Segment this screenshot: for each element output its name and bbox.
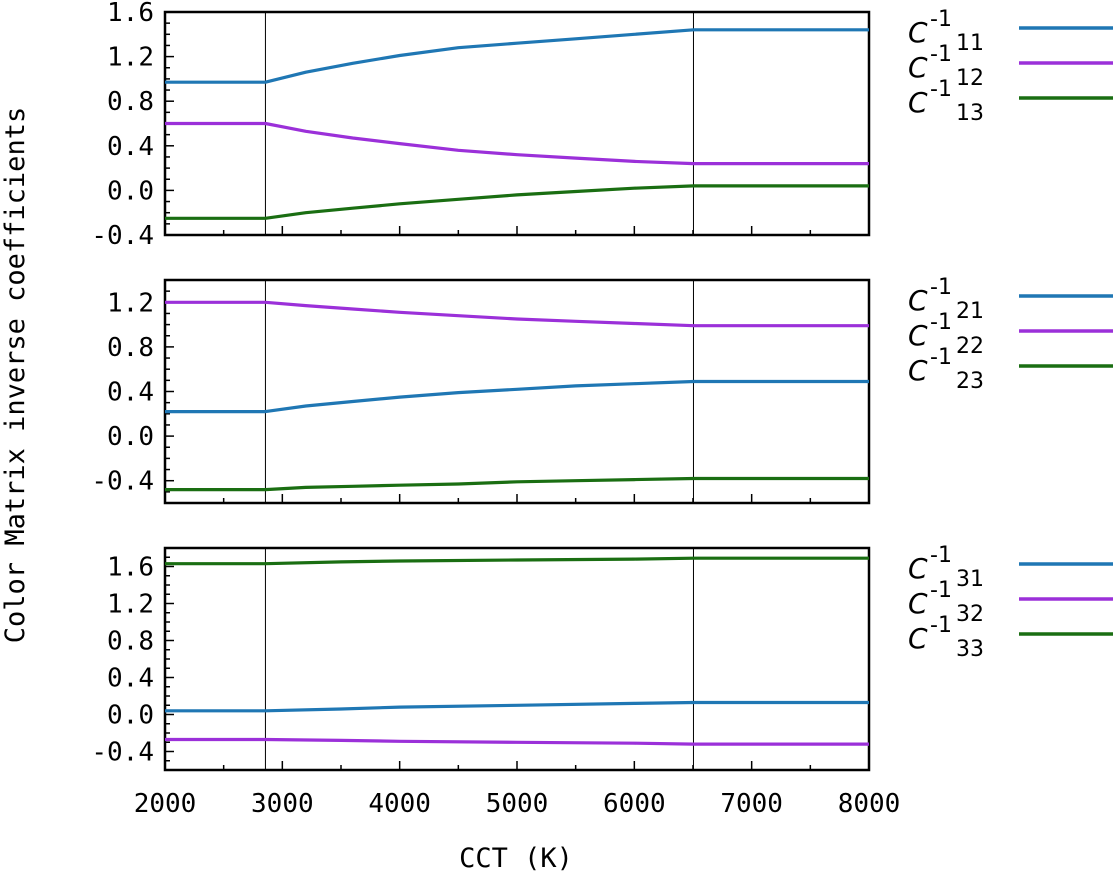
- y-tick-label: 0.8: [107, 333, 154, 363]
- series-line-32: [165, 737, 869, 746]
- series-line-13: [165, 184, 869, 220]
- legend-superscript: -1: [930, 543, 952, 568]
- legend-entry-13: C -113: [908, 77, 1113, 126]
- legend-symbol: C: [908, 319, 928, 352]
- legend-superscript: -1: [930, 578, 952, 603]
- legend-superscript: -1: [930, 42, 952, 67]
- legend-subscript: 32: [956, 602, 984, 627]
- legend-subscript: 13: [956, 101, 984, 126]
- legend-entry-22: C -122: [908, 310, 1113, 359]
- legend-entry-31: C -131: [908, 543, 1113, 592]
- legend-symbol: C: [908, 51, 928, 84]
- legend-entry-33: C -133: [908, 613, 1113, 662]
- y-tick-label: -0.4: [91, 221, 154, 251]
- y-tick-label: 0.0: [107, 701, 154, 731]
- x-tick-label: 6000: [603, 789, 666, 819]
- legend-superscript: -1: [930, 7, 952, 32]
- legend-symbol: C: [908, 86, 928, 119]
- legend-superscript: -1: [930, 275, 952, 300]
- legend-symbol: C: [908, 284, 928, 317]
- y-tick-label: 1.2: [107, 288, 154, 318]
- series-line-31: [165, 700, 869, 713]
- legend-superscript: -1: [930, 613, 952, 638]
- x-tick-label: 2000: [134, 789, 197, 819]
- y-tick-label: 0.4: [107, 132, 154, 162]
- legend-entry-21: C -121: [908, 275, 1113, 324]
- y-tick-label: 1.2: [107, 590, 154, 620]
- series-line-12: [165, 121, 869, 166]
- legend-symbol: C: [908, 622, 928, 655]
- series-line-33: [165, 556, 869, 566]
- y-tick-label: 0.0: [107, 176, 154, 206]
- y-tick-label: 0.8: [107, 627, 154, 657]
- y-tick-label: 1.6: [107, 0, 154, 28]
- legend-superscript: -1: [930, 77, 952, 102]
- series-line-23: [165, 476, 869, 492]
- x-tick-label: 3000: [251, 789, 314, 819]
- legend-entry-12: C -112: [908, 42, 1113, 91]
- legend-subscript: 11: [956, 31, 984, 56]
- plot-frame: [163, 546, 871, 772]
- y-axis-label: Color Matrix inverse coefficients: [0, 107, 31, 643]
- y-tick-label: 1.6: [107, 553, 154, 583]
- y-tick-label: 1.2: [107, 43, 154, 73]
- legend-superscript: -1: [930, 310, 952, 335]
- legend-superscript: -1: [930, 345, 952, 370]
- x-axis-label: CCT (K): [459, 843, 573, 874]
- legend-symbol: C: [908, 587, 928, 620]
- legend-entry-23: C -123: [908, 345, 1113, 394]
- x-tick-label: 8000: [838, 789, 901, 819]
- x-tick-label: 4000: [368, 789, 431, 819]
- series-line-11: [165, 28, 869, 84]
- y-tick-label: 0.0: [107, 422, 154, 452]
- plot-frame: [163, 278, 871, 505]
- x-tick-label: 7000: [720, 789, 783, 819]
- legend-symbol: C: [908, 354, 928, 387]
- legend-subscript: 21: [956, 299, 984, 324]
- x-tick-label: 5000: [486, 789, 549, 819]
- y-tick-label: 0.4: [107, 378, 154, 408]
- y-tick-label: -0.4: [91, 467, 154, 497]
- legend-entry-11: C -111: [908, 7, 1113, 56]
- y-tick-label: 0.8: [107, 87, 154, 117]
- series-line-21: [165, 379, 869, 414]
- legend-subscript: 33: [956, 637, 984, 662]
- legend-subscript: 22: [956, 334, 984, 359]
- y-tick-label: -0.4: [91, 738, 154, 768]
- legend-symbol: C: [908, 552, 928, 585]
- legend-subscript: 12: [956, 66, 984, 91]
- legend-subscript: 23: [956, 369, 984, 394]
- legend-symbol: C: [908, 16, 928, 49]
- legend-subscript: 31: [956, 567, 984, 592]
- legend-entry-32: C -132: [908, 578, 1113, 627]
- y-tick-label: 0.4: [107, 664, 154, 694]
- series-line-22: [165, 300, 869, 328]
